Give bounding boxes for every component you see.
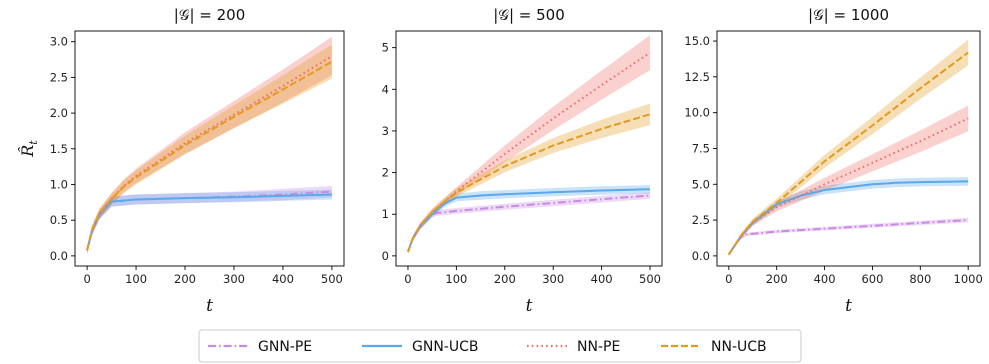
y-tick-label: 12.5 bbox=[684, 70, 710, 84]
plot-area bbox=[86, 36, 333, 254]
x-tick-label: 100 bbox=[125, 272, 147, 286]
y-tick-label: 1 bbox=[382, 207, 389, 221]
x-tick-label: 300 bbox=[223, 272, 245, 286]
y-tick-label: 0.5 bbox=[50, 213, 68, 227]
band-gnn-pe bbox=[728, 217, 969, 256]
x-tick-label: 400 bbox=[814, 272, 836, 286]
x-tick-label: 0 bbox=[83, 272, 90, 286]
band-gnn-ucb bbox=[728, 177, 969, 256]
y-tick-label: 1.0 bbox=[50, 177, 68, 191]
band-nn-ucb bbox=[408, 103, 650, 254]
x-axis-label: t bbox=[526, 296, 533, 316]
legend: GNN-PE GNN-UCB NN-PE NN-UCB bbox=[198, 329, 802, 363]
band-nn-ucb bbox=[728, 39, 969, 256]
x-tick-label: 200 bbox=[174, 272, 196, 286]
plot-area bbox=[727, 39, 969, 256]
x-tick-label: 200 bbox=[494, 272, 516, 286]
x-tick-label: 0 bbox=[725, 272, 732, 286]
plot-area bbox=[407, 35, 651, 254]
y-tick-label: 0 bbox=[382, 249, 389, 263]
x-tick-label: 300 bbox=[542, 272, 564, 286]
series-line-nn-ucb bbox=[86, 60, 333, 251]
panel-title: |𝒢| = 1000 bbox=[808, 6, 889, 24]
legend-item-nn-pe: NN-PE bbox=[527, 339, 620, 355]
legend-label: GNN-UCB bbox=[412, 339, 478, 355]
x-tick-label: 1000 bbox=[954, 272, 983, 286]
band-nn-pe bbox=[87, 36, 332, 254]
y-tick-label: 0.0 bbox=[692, 249, 710, 263]
series-line-nn-pe bbox=[86, 55, 333, 251]
y-tick-label: 1.5 bbox=[50, 142, 68, 156]
legend-item-gnn-ucb: GNN-UCB bbox=[362, 339, 478, 355]
x-tick-label: 500 bbox=[321, 272, 343, 286]
panel-title: |𝒢| = 500 bbox=[493, 6, 565, 24]
band-gnn-pe bbox=[87, 185, 332, 254]
panel-g500: 0 100 200 300 400 500 0 1 2 3 4 5 |𝒢| = 500 t bbox=[382, 6, 663, 316]
legend-box bbox=[198, 329, 802, 363]
y-tick-label: 5.0 bbox=[692, 177, 710, 191]
y-tick-label: 15.0 bbox=[684, 34, 710, 48]
x-tick-label: 100 bbox=[445, 272, 467, 286]
panel-g1000: 0 200 400 600 800 1000 0.0 2.5 5.0 7.5 10.0 12.5 15.… bbox=[684, 6, 982, 316]
legend-item-nn-ucb: NN-UCB bbox=[661, 339, 767, 355]
x-tick-label: 500 bbox=[639, 272, 661, 286]
y-tick-label: 7.5 bbox=[692, 141, 710, 155]
band-gnn-ucb bbox=[408, 185, 650, 254]
band-nn-ucb bbox=[87, 44, 332, 254]
y-tick-label: 2.5 bbox=[50, 70, 68, 84]
axes-frame bbox=[395, 30, 663, 267]
panel-title: |𝒢| = 200 bbox=[174, 6, 246, 24]
band-gnn-ucb bbox=[87, 189, 332, 254]
panel-g200: 0 100 200 300 400 500 0.0 0.5 1.0 1.5 2.0 2.5 3.0 |𝒢|… bbox=[18, 6, 345, 316]
y-tick-label: 2.0 bbox=[50, 106, 68, 120]
series-line-gnn-pe bbox=[727, 219, 969, 255]
series-line-nn-ucb bbox=[407, 113, 651, 253]
x-tick-label: 0 bbox=[404, 272, 411, 286]
y-tick-label: 3.0 bbox=[50, 35, 68, 49]
legend-item-gnn-pe: GNN-PE bbox=[208, 339, 312, 355]
y-tick-label: 5 bbox=[382, 41, 389, 55]
band-gnn-pe bbox=[408, 192, 650, 254]
legend-label: NN-UCB bbox=[711, 339, 767, 355]
y-tick-label: 4 bbox=[382, 82, 389, 96]
band-nn-pe bbox=[408, 35, 650, 254]
y-tick-label: 2 bbox=[382, 166, 389, 180]
y-tick-label: 0.0 bbox=[50, 249, 68, 263]
series-line-nn-ucb bbox=[727, 51, 969, 255]
series-line-nn-pe bbox=[727, 117, 969, 255]
x-tick-label: 600 bbox=[861, 272, 883, 286]
x-axis-label: t bbox=[206, 296, 213, 316]
band-nn-pe bbox=[728, 105, 969, 256]
y-axis-label: R̂t bbox=[18, 140, 40, 158]
y-tick-label: 2.5 bbox=[692, 213, 710, 227]
y-tick-label: 10.0 bbox=[684, 106, 710, 120]
x-axis-label: t bbox=[845, 296, 852, 316]
legend-label: NN-PE bbox=[577, 339, 620, 355]
x-tick-label: 400 bbox=[272, 272, 294, 286]
x-tick-label: 200 bbox=[766, 272, 788, 286]
legend-label: GNN-PE bbox=[258, 339, 312, 355]
x-tick-label: 800 bbox=[909, 272, 931, 286]
x-tick-label: 400 bbox=[591, 272, 613, 286]
y-tick-label: 3 bbox=[382, 124, 389, 138]
